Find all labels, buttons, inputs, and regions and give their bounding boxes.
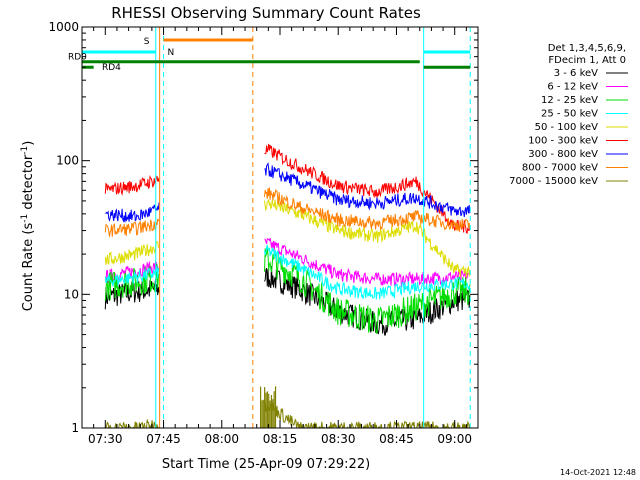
y-tick-label: 10 (64, 287, 79, 301)
series-line-4-b (264, 198, 471, 278)
x-tick-label: 08:30 (321, 432, 356, 446)
x-tick-label: 09:00 (437, 432, 472, 446)
y-axis-label-part3: ) (21, 141, 36, 146)
y-axis-label: Count Rate (s-1 detector-1) (20, 141, 36, 312)
legend-label-2: 12 - 25 keV (541, 95, 598, 106)
x-tick-label: 07:30 (88, 432, 123, 446)
x-tick-label: 08:45 (379, 432, 414, 446)
axes: 1 10 100 1000 07:30 07:45 08:00 08:15 08:30 08:45… (48, 20, 479, 446)
legend-label-0: 3 - 6 keV (554, 68, 598, 79)
legend-label-3: 25 - 50 keV (541, 109, 598, 120)
legend-header-1: FDecim 1, Att 0 (548, 55, 626, 66)
series-line-5 (104, 174, 160, 197)
series-line-3 (104, 266, 160, 287)
x-tick-label: 08:00 (204, 432, 239, 446)
y-axis-label-sup1: -1 (20, 214, 30, 223)
annotation-s: S (144, 37, 150, 47)
x-tick-label: 08:15 (263, 432, 298, 446)
annotation-n: N (168, 48, 175, 58)
chart-title: RHESSI Observing Summary Count Rates (111, 4, 421, 22)
legend-label-7: 800 - 7000 keV (522, 163, 598, 174)
legend-header-0: Det 1,3,4,5,6,9, (548, 43, 626, 54)
series-line-0-b (264, 266, 471, 336)
y-axis-label-part1: Count Rate (s (21, 223, 36, 312)
legend-label-6: 300 - 800 keV (528, 149, 598, 160)
x-tick-label: 07:45 (146, 432, 181, 446)
series-line-7-b (264, 187, 471, 232)
series-line-3-b (264, 244, 471, 300)
series-line-7 (104, 218, 160, 237)
annotation-rd0: RD0 (68, 53, 87, 63)
series-line-8-b (264, 399, 471, 428)
y-tick-label: 1 (71, 421, 79, 435)
series-line-4 (104, 240, 160, 266)
y-tick-label: 100 (56, 154, 79, 168)
series-line-6-b (264, 162, 471, 218)
timestamp: 14-Oct-2021 12:48 (560, 468, 636, 477)
x-axis-label: Start Time (25-Apr-09 07:29:22) (162, 457, 370, 472)
legend-label-1: 6 - 12 keV (547, 82, 598, 93)
series-line-2-b (264, 247, 471, 334)
series-line-1-b (264, 237, 471, 288)
plot-area: S N RD0 RD4 (68, 27, 471, 428)
series-line-6 (105, 202, 160, 223)
y-axis-label-part2: detector (21, 154, 36, 214)
y-tick-label: 1000 (48, 20, 79, 34)
legend-label-4: 50 - 100 keV (535, 122, 599, 133)
legend-label-8: 7000 - 15000 keV (509, 176, 598, 187)
annotation-rd4: RD4 (102, 63, 121, 73)
legend: Det 1,3,4,5,6,9,FDecim 1, Att 0 3 - 6 keV… (509, 43, 628, 187)
series-group (104, 143, 471, 428)
y-axis-label-sup2: -1 (20, 146, 30, 155)
legend-label-5: 100 - 300 keV (528, 136, 598, 147)
series-line-8 (105, 419, 160, 428)
